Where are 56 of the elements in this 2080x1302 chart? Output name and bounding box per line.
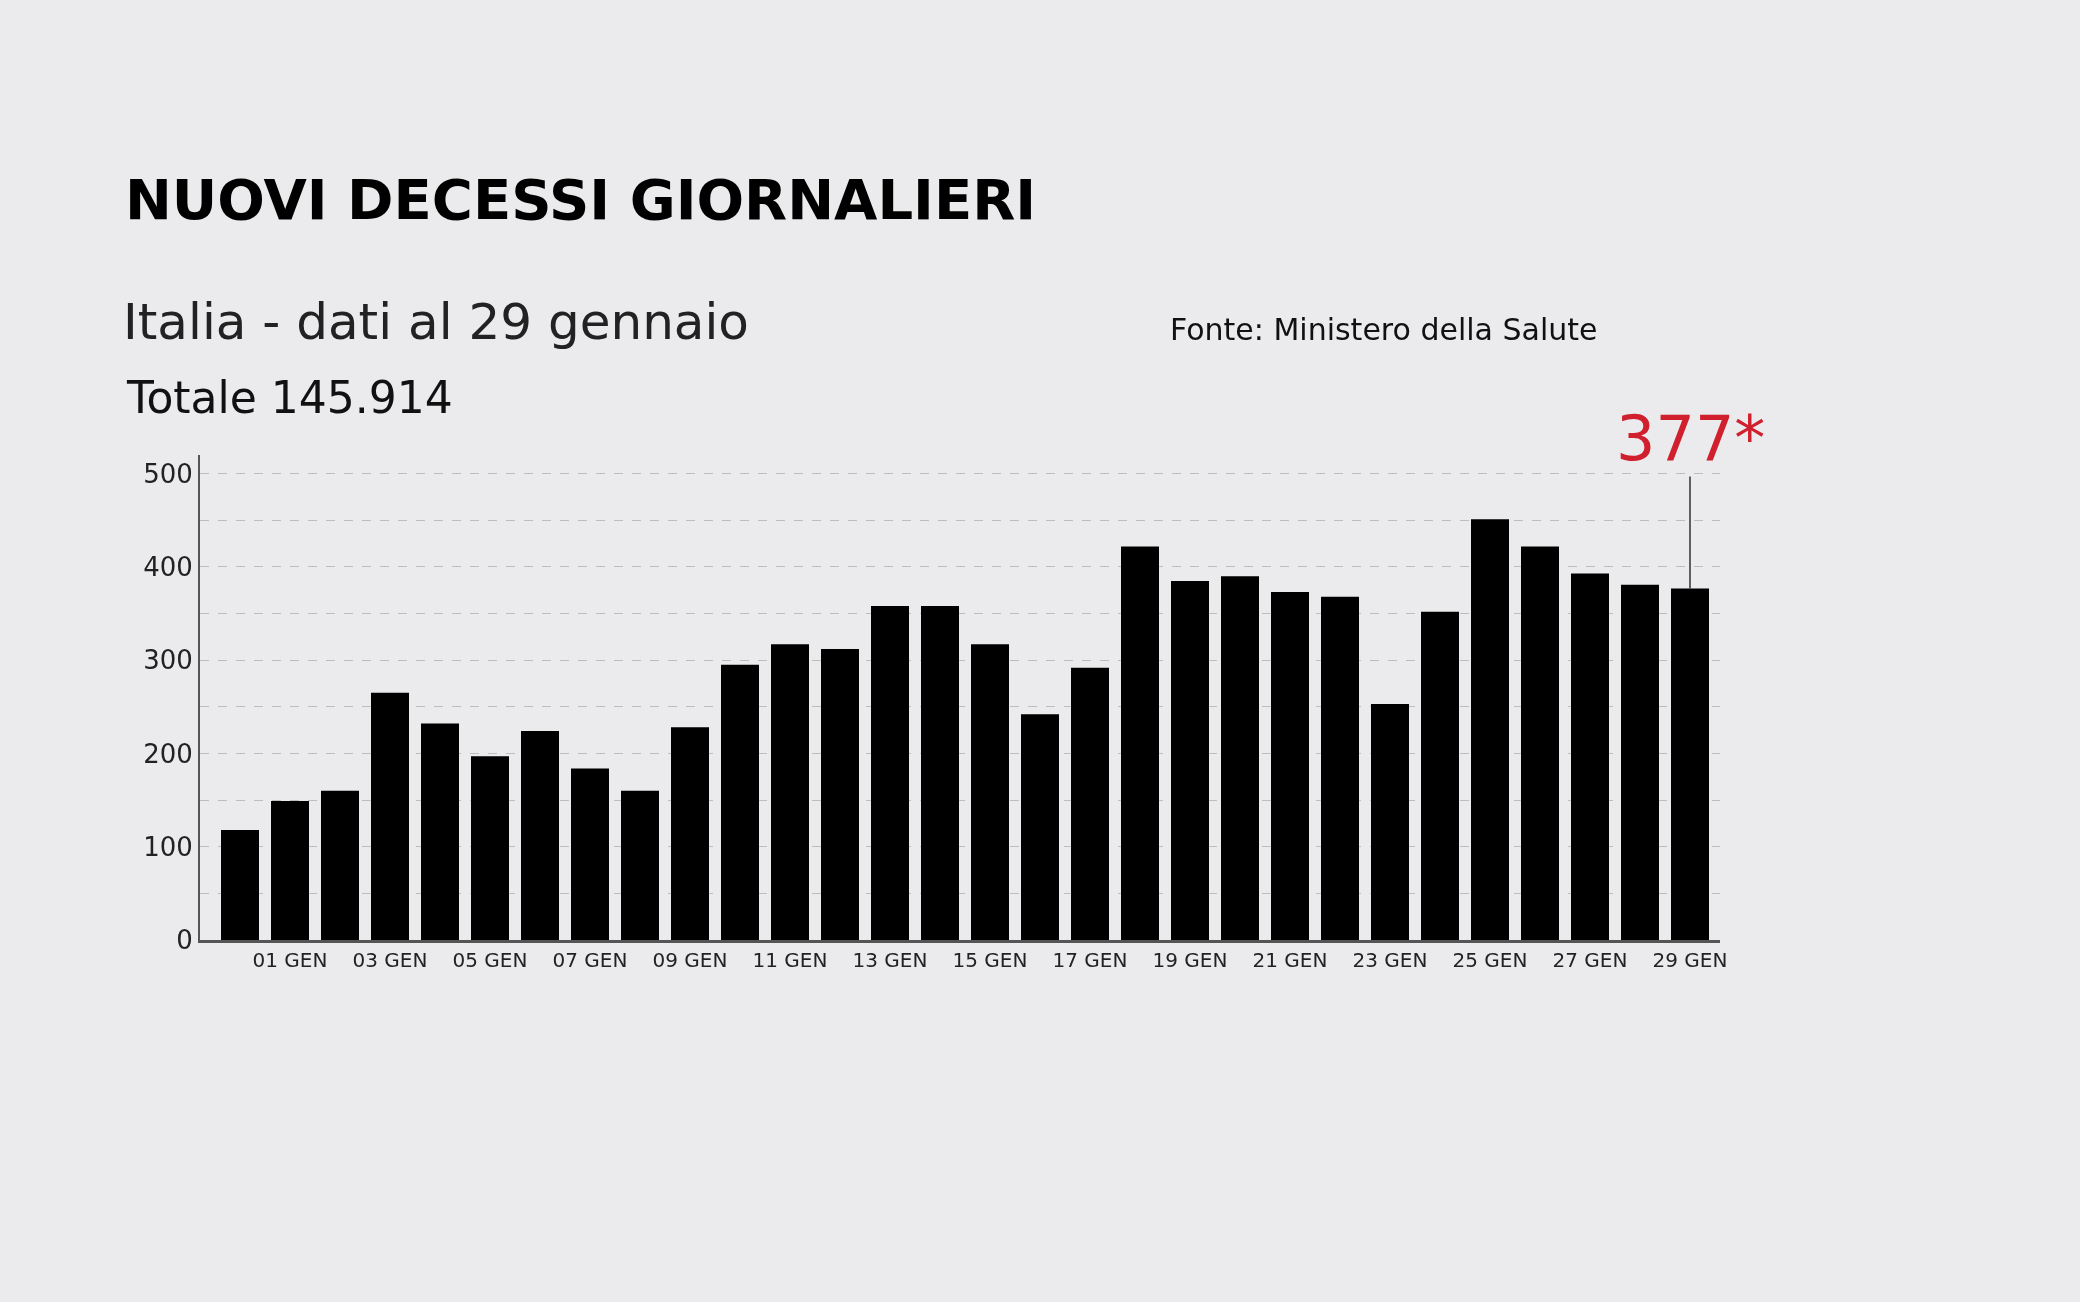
x-tick-label: 21 GEN xyxy=(1252,948,1328,972)
bar xyxy=(1121,546,1159,940)
bar xyxy=(1171,580,1209,940)
x-tick-label: 23 GEN xyxy=(1352,948,1428,972)
bar xyxy=(571,768,609,940)
bar xyxy=(1421,611,1459,940)
bar xyxy=(971,644,1009,940)
bar xyxy=(521,731,559,940)
text: Totale 145.914 xyxy=(126,372,453,423)
bar xyxy=(1021,714,1059,940)
x-tick-label: 17 GEN xyxy=(1052,948,1128,972)
bar xyxy=(371,692,409,940)
x-tick-label: 03 GEN xyxy=(352,948,428,972)
bar xyxy=(1371,704,1409,940)
x-tick-label: 09 GEN xyxy=(652,948,728,972)
bar xyxy=(1271,592,1309,940)
bar xyxy=(1621,584,1659,940)
x-tick-label: 13 GEN xyxy=(852,948,928,972)
bar xyxy=(621,790,659,940)
x-tick-label: 11 GEN xyxy=(752,948,828,972)
bar xyxy=(1221,576,1259,940)
x-tick-label: 19 GEN xyxy=(1152,948,1228,972)
bar xyxy=(671,727,709,940)
bar xyxy=(471,756,509,940)
bar xyxy=(271,801,309,940)
x-tick-label: 27 GEN xyxy=(1552,948,1628,972)
x-tick-label: 29 GEN xyxy=(1652,948,1728,972)
x-tick-label: 25 GEN xyxy=(1452,948,1528,972)
x-tick-label: 15 GEN xyxy=(952,948,1028,972)
bar xyxy=(1071,667,1109,940)
bar xyxy=(921,606,959,940)
bar xyxy=(221,829,259,940)
y-tick-label: 100 xyxy=(143,831,193,862)
bar xyxy=(421,723,459,940)
source-note: Fonte: Ministero della Salute xyxy=(1170,312,1598,347)
y-tick-label: 400 xyxy=(143,552,193,583)
bar xyxy=(771,644,809,940)
bar xyxy=(1571,573,1609,940)
bar xyxy=(1521,546,1559,940)
bar xyxy=(1671,588,1709,940)
bar xyxy=(721,664,759,940)
x-tick-label: 05 GEN xyxy=(452,948,528,972)
chart-title: NUOVI DECESSI GIORNALIERI xyxy=(125,167,1037,233)
bar xyxy=(871,606,909,940)
x-tick-label: 07 GEN xyxy=(552,948,628,972)
y-tick-label: 500 xyxy=(143,458,193,489)
y-tick-label: 300 xyxy=(143,645,193,676)
chart-subtitle: Italia - dati al 29 gennaio xyxy=(123,293,749,351)
bar xyxy=(821,649,859,940)
y-tick-label: 0 xyxy=(176,925,193,956)
x-tick-label: 01 GEN xyxy=(252,948,328,972)
bar xyxy=(1471,519,1509,940)
bar xyxy=(1321,596,1359,940)
bar xyxy=(321,790,359,940)
y-tick-label: 200 xyxy=(143,738,193,769)
annotation: 377* xyxy=(1616,402,1766,475)
